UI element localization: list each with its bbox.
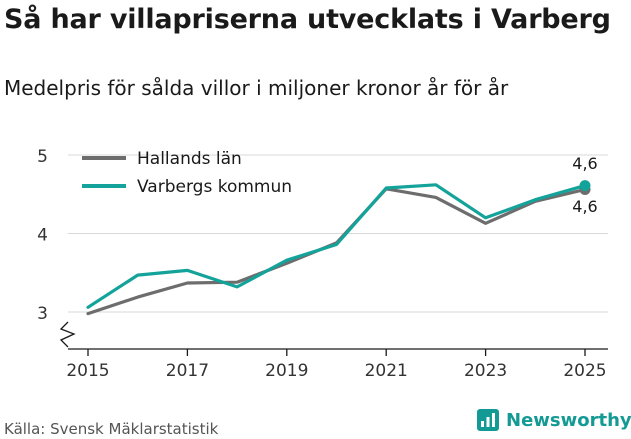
x-tick-label: 2015 <box>66 361 109 381</box>
chart-subtitle: Medelpris för sålda villor i miljoner kr… <box>4 76 509 100</box>
y-tick-label: 3 <box>37 304 48 324</box>
series-line-varbergs-kommun <box>86 183 587 309</box>
newsworthy-logo: Newsworthy <box>476 408 631 432</box>
legend-label-hallands-lan: Hallands län <box>137 149 242 169</box>
x-tick-label: 2019 <box>265 361 308 381</box>
x-tick-label: 2017 <box>166 361 209 381</box>
legend-label-varbergs-kommun: Varbergs kommun <box>137 177 292 197</box>
source-note: Källa: Svensk Mäklarstatistik <box>4 420 219 438</box>
x-tick-label: 2023 <box>464 361 507 381</box>
brand-name: Newsworthy <box>506 409 631 431</box>
end-label-varbergs-kommun: 4,6 <box>572 154 597 173</box>
axis-break-icon <box>59 321 76 348</box>
end-marker-varbergs-kommun <box>579 180 591 192</box>
x-tick-label: 2025 <box>563 361 606 381</box>
end-label-hallands-lan: 4,6 <box>572 197 597 216</box>
newsworthy-chart-icon <box>477 409 499 431</box>
y-tick-label: 4 <box>37 226 48 246</box>
x-tick-label: 2021 <box>365 361 408 381</box>
y-tick-label: 5 <box>37 147 48 167</box>
chart-title: Så har villapriserna utvecklats i Varber… <box>4 4 611 35</box>
